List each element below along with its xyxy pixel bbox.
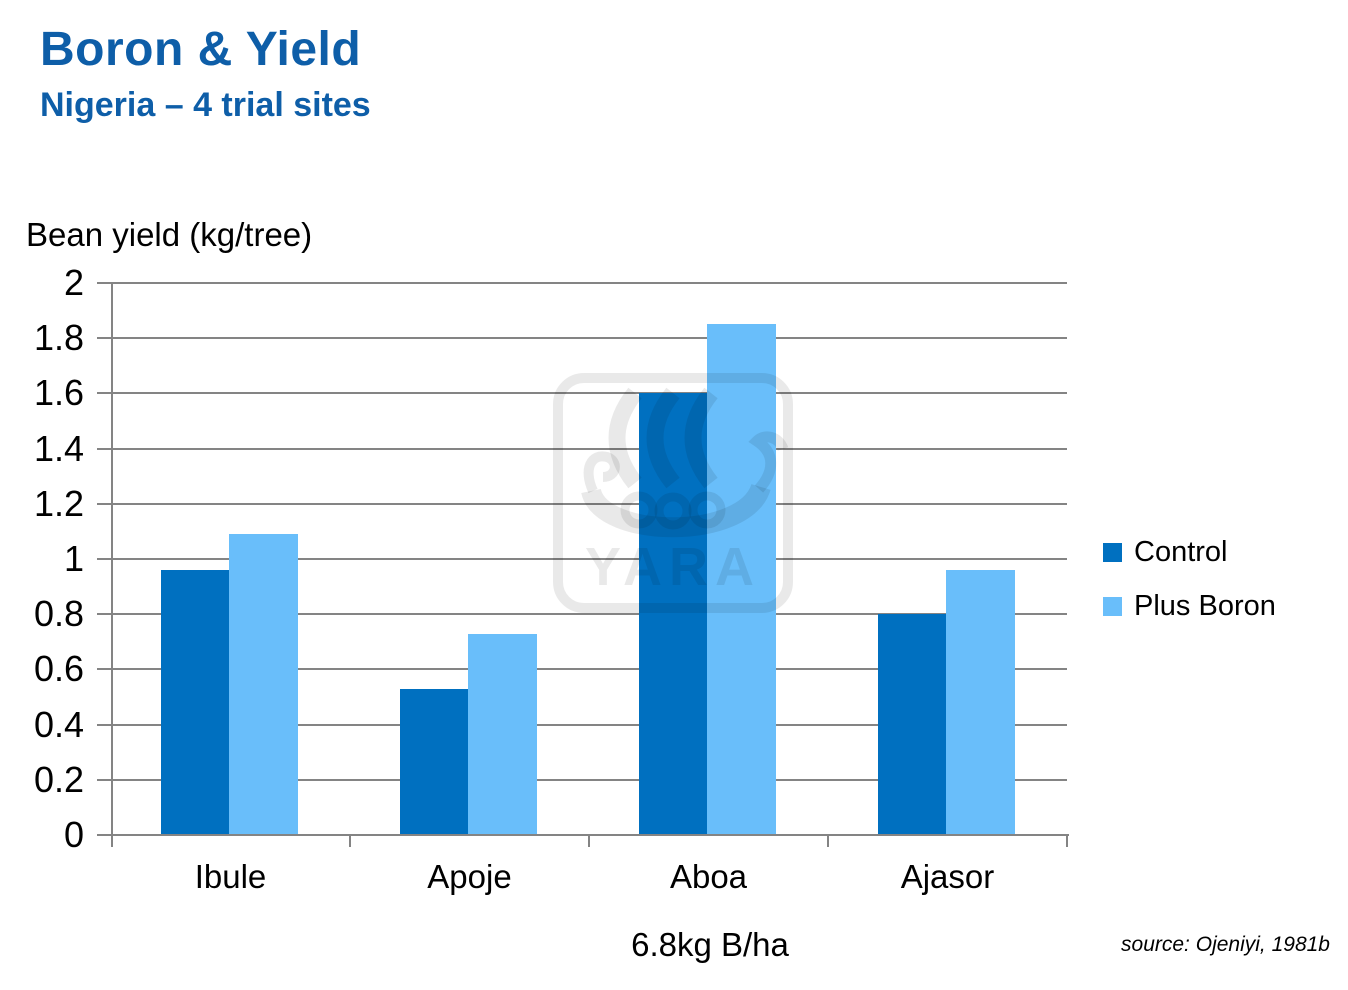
- legend-swatch-plus-boron: [1103, 596, 1122, 616]
- y-axis-tick-label: 1.8: [33, 317, 84, 359]
- y-axis-tick-label: 0: [63, 814, 84, 855]
- y-axis-line: [111, 283, 113, 847]
- bar-control-ajasor: [878, 614, 946, 835]
- y-axis-tick: [97, 392, 111, 395]
- bar-control-ibule: [161, 570, 229, 835]
- bar-plus-boron-ajasor: [946, 570, 1015, 835]
- bar-control-apoje: [400, 688, 468, 835]
- bar-plus-boron-ibule: [229, 534, 298, 835]
- page-subtitle: Nigeria – 4 trial sites: [40, 86, 371, 124]
- y-axis-tick: [97, 778, 111, 781]
- gridline: [111, 502, 1067, 505]
- category-label-ajasor: Ajasor: [900, 858, 995, 895]
- watermark-sail-icon: [608, 387, 642, 489]
- y-axis-tick-label: 1: [63, 538, 84, 579]
- y-axis-tick: [97, 668, 111, 671]
- category-label-apoje: Apoje: [427, 858, 512, 895]
- y-axis-tick-label: 0.6: [33, 648, 84, 690]
- y-axis-tick: [97, 558, 111, 560]
- legend-label-plus-boron: Plus Boron: [1134, 590, 1276, 622]
- y-axis-tick-label: 1.2: [33, 482, 84, 524]
- x-axis-line: [111, 834, 1069, 836]
- gridline: [111, 613, 1067, 616]
- legend-label-control: Control: [1134, 536, 1228, 568]
- legend-swatch-control: [1103, 542, 1122, 562]
- x-axis-label: 6.8kg B/ha: [631, 926, 789, 963]
- x-axis-tick: [827, 835, 829, 847]
- category-label-aboa: Aboa: [669, 858, 748, 895]
- bar-plus-boron-apoje: [468, 633, 537, 835]
- y-axis-tick-label: 2: [63, 262, 84, 303]
- y-axis-tick: [97, 337, 111, 340]
- chart-legend: Control Plus Boron: [1103, 536, 1276, 644]
- y-axis-tick: [97, 447, 111, 450]
- y-axis-tick: [97, 723, 111, 726]
- y-axis-title: Bean yield (kg/tree): [26, 216, 313, 253]
- x-axis-tick: [349, 835, 351, 847]
- gridline: [111, 778, 1067, 781]
- watermark-tail-icon: [583, 451, 620, 494]
- x-axis-tick: [1066, 835, 1068, 847]
- page-title: Boron & Yield: [40, 23, 362, 76]
- y-axis-tick: [97, 502, 111, 505]
- y-axis-tick-label: 0.2: [33, 758, 84, 800]
- x-axis-tick: [588, 835, 590, 847]
- source-note: source: Ojeniyi, 1981b: [1121, 933, 1330, 956]
- y-axis-tick-label: 0.8: [33, 593, 84, 635]
- y-axis-tick: [97, 834, 111, 836]
- legend-item-plus-boron: Plus Boron: [1103, 590, 1276, 622]
- gridline: [111, 447, 1067, 450]
- y-axis-tick-label: 1.6: [33, 372, 84, 414]
- legend-item-control: Control: [1103, 536, 1276, 568]
- gridline: [111, 723, 1067, 726]
- y-axis-tick: [97, 282, 111, 284]
- bar-control-aboa: [639, 393, 707, 835]
- gridline: [111, 282, 1067, 284]
- y-axis-tick-label: 1.4: [33, 427, 84, 469]
- y-axis-tick: [97, 613, 111, 616]
- gridline: [111, 668, 1067, 671]
- gridline: [111, 558, 1067, 560]
- category-label-ibule: Ibule: [194, 858, 267, 895]
- gridline: [111, 337, 1067, 340]
- y-axis-tick-label: 0.4: [33, 703, 84, 745]
- gridline: [111, 392, 1067, 395]
- bar-plus-boron-aboa: [707, 324, 776, 835]
